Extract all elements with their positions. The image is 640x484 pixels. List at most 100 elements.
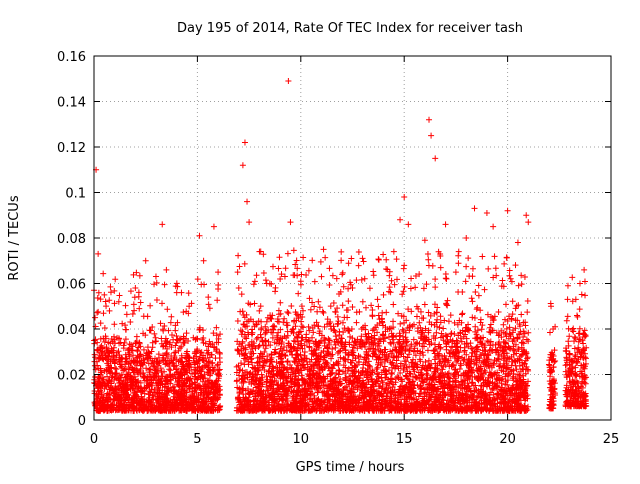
data-point xyxy=(123,336,129,342)
data-point xyxy=(111,321,117,327)
data-point xyxy=(172,328,178,334)
data-point xyxy=(340,320,346,326)
data-point xyxy=(486,329,492,335)
data-point xyxy=(524,309,530,315)
data-point xyxy=(470,379,476,385)
data-point xyxy=(164,306,170,312)
data-point xyxy=(154,297,160,303)
data-point xyxy=(95,309,101,315)
data-point xyxy=(449,330,455,336)
data-point xyxy=(168,314,174,320)
data-point xyxy=(184,330,190,336)
data-point xyxy=(112,365,118,371)
data-point xyxy=(268,316,274,322)
data-point xyxy=(366,363,372,369)
data-point xyxy=(336,349,342,355)
data-point xyxy=(397,321,403,327)
data-point xyxy=(369,307,375,313)
data-point xyxy=(291,338,297,344)
data-point xyxy=(375,303,381,309)
data-point xyxy=(186,290,192,296)
data-point xyxy=(122,322,128,328)
data-point xyxy=(258,303,264,309)
data-point xyxy=(138,300,144,306)
data-point xyxy=(252,300,258,306)
data-point xyxy=(438,313,444,319)
data-point xyxy=(168,320,174,326)
data-point xyxy=(205,294,211,300)
data-point xyxy=(262,324,268,330)
data-point xyxy=(236,390,242,396)
data-point xyxy=(321,310,327,316)
data-point xyxy=(368,302,374,308)
data-point xyxy=(132,294,138,300)
data-point xyxy=(145,313,151,319)
data-point xyxy=(281,316,287,322)
data-point xyxy=(100,310,106,316)
data-point xyxy=(112,276,118,282)
data-point xyxy=(345,298,351,304)
data-point xyxy=(169,332,175,338)
data-point xyxy=(288,303,294,309)
data-points-layer xyxy=(91,78,589,414)
data-point xyxy=(107,284,113,290)
data-point xyxy=(154,280,160,286)
data-point xyxy=(147,303,153,309)
data-point xyxy=(108,289,114,295)
data-point xyxy=(448,312,454,318)
data-point xyxy=(131,308,137,314)
data-point xyxy=(344,307,350,313)
data-point xyxy=(299,323,305,329)
data-point xyxy=(103,303,109,309)
data-point xyxy=(102,339,108,345)
data-point xyxy=(151,331,157,337)
data-point xyxy=(238,327,244,333)
data-point xyxy=(102,325,108,331)
data-point xyxy=(162,282,168,288)
data-point xyxy=(469,295,475,301)
data-point xyxy=(285,310,291,316)
data-point xyxy=(382,364,388,370)
data-point xyxy=(478,317,484,323)
data-point xyxy=(446,318,452,324)
data-point xyxy=(363,305,369,311)
data-point xyxy=(417,391,423,397)
data-point xyxy=(416,320,422,326)
data-point xyxy=(503,301,509,307)
data-point xyxy=(472,315,478,321)
data-point xyxy=(235,318,241,324)
data-point xyxy=(344,315,350,321)
data-point xyxy=(274,359,280,365)
data-point xyxy=(123,327,129,333)
data-point xyxy=(469,314,475,320)
data-point xyxy=(375,296,381,302)
data-point xyxy=(151,281,157,287)
data-point xyxy=(349,304,355,310)
data-point xyxy=(369,313,375,319)
data-point xyxy=(425,347,431,353)
data-point xyxy=(260,363,266,369)
data-point xyxy=(518,311,524,317)
data-point xyxy=(168,367,174,373)
data-point xyxy=(502,317,508,323)
data-point xyxy=(504,326,510,332)
data-point xyxy=(314,309,320,315)
data-point xyxy=(106,308,112,314)
data-point xyxy=(418,309,424,315)
data-point xyxy=(264,319,270,325)
data-point xyxy=(106,297,112,303)
data-point xyxy=(390,301,396,307)
data-point xyxy=(136,289,142,295)
data-point xyxy=(376,312,382,318)
data-point xyxy=(100,271,106,277)
data-point xyxy=(173,349,179,355)
data-point xyxy=(258,334,264,340)
data-point xyxy=(137,273,143,279)
data-point xyxy=(476,293,482,299)
data-point xyxy=(134,347,140,353)
data-point xyxy=(215,286,221,292)
data-point xyxy=(474,306,480,312)
data-point xyxy=(153,335,159,341)
